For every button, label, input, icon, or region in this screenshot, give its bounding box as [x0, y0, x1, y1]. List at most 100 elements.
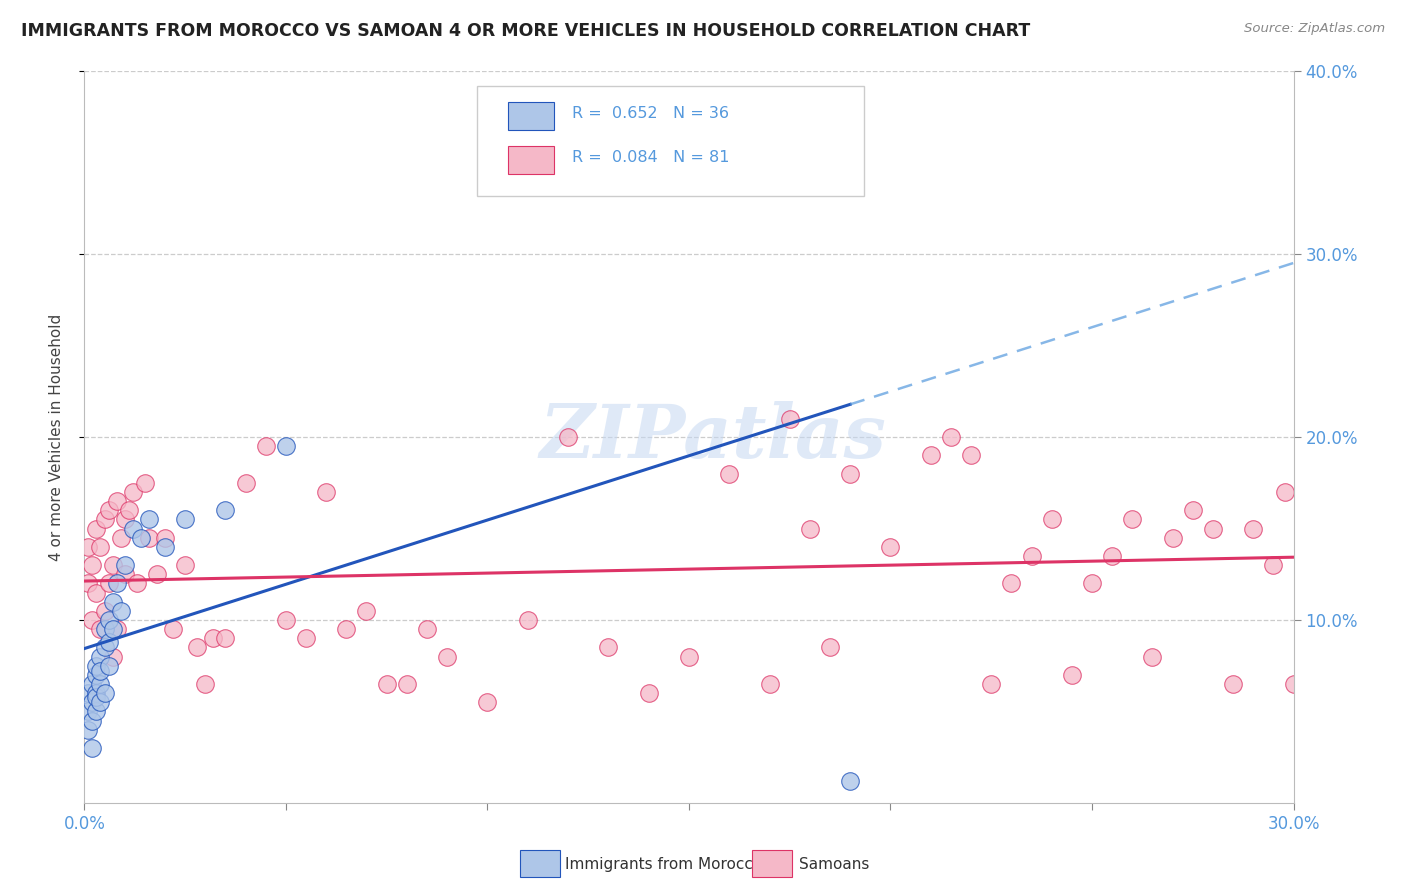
Y-axis label: 4 or more Vehicles in Household: 4 or more Vehicles in Household [49, 313, 63, 561]
Point [82, 740, 104, 755]
Point [1202, 521, 1225, 535]
Point [97, 503, 120, 517]
Point [77, 576, 100, 591]
Point [138, 531, 160, 545]
Point [93, 622, 115, 636]
Point [162, 622, 184, 636]
Point [1161, 531, 1184, 545]
Point [146, 567, 169, 582]
Text: Immigrants from Morocco: Immigrants from Morocco [565, 857, 762, 871]
Text: IMMIGRANTS FROM MOROCCO VS SAMOAN 4 OR MORE VEHICLES IN HOUSEHOLD CORRELATION CH: IMMIGRANTS FROM MOROCCO VS SAMOAN 4 OR M… [21, 22, 1031, 40]
Point [134, 475, 156, 490]
Point [274, 439, 297, 453]
Point [395, 677, 418, 691]
Point [1121, 512, 1143, 526]
Point [718, 101, 741, 115]
Point [758, 677, 780, 691]
Point [174, 512, 197, 526]
Point [105, 494, 128, 508]
Point [82, 613, 104, 627]
Point [1101, 549, 1123, 563]
Point [315, 485, 337, 500]
Point [101, 594, 124, 608]
Point [1263, 558, 1285, 573]
Point [105, 622, 128, 636]
Point [1000, 576, 1022, 591]
Point [82, 695, 104, 709]
Point [89, 677, 111, 691]
Point [86, 585, 108, 599]
Point [1142, 649, 1164, 664]
Bar [508, 102, 554, 130]
Point [118, 503, 141, 517]
Text: Samoans: Samoans [799, 857, 869, 871]
Point [1343, 430, 1365, 444]
Point [295, 632, 318, 646]
Point [105, 576, 128, 591]
Point [1181, 503, 1204, 517]
Point [93, 512, 115, 526]
Point [129, 531, 152, 545]
Point [1362, 531, 1385, 545]
Point [114, 558, 136, 573]
Point [839, 773, 862, 788]
Point [89, 664, 111, 678]
Point [114, 512, 136, 526]
Point [121, 485, 143, 500]
Point [153, 540, 176, 554]
Point [86, 705, 108, 719]
Point [214, 632, 236, 646]
Point [939, 430, 962, 444]
Point [1323, 677, 1346, 691]
Point [779, 412, 801, 426]
Point [89, 622, 111, 636]
Point [110, 604, 132, 618]
Point [77, 540, 100, 554]
Point [375, 677, 398, 691]
Point [82, 714, 104, 728]
Text: R =  0.084   N = 81: R = 0.084 N = 81 [572, 150, 730, 165]
Point [1222, 677, 1244, 691]
Text: ZIPatlas: ZIPatlas [540, 401, 887, 474]
Point [86, 658, 108, 673]
Point [138, 512, 160, 526]
Point [110, 531, 132, 545]
Point [980, 677, 1002, 691]
Point [89, 540, 111, 554]
Point [516, 613, 538, 627]
Point [1040, 512, 1063, 526]
Point [101, 649, 124, 664]
Point [101, 622, 124, 636]
Point [818, 640, 841, 655]
Point [77, 705, 100, 719]
Point [1081, 576, 1104, 591]
Text: Source: ZipAtlas.com: Source: ZipAtlas.com [1244, 22, 1385, 36]
Point [1302, 613, 1324, 627]
Point [799, 521, 821, 535]
Point [93, 686, 115, 700]
Point [93, 604, 115, 618]
Point [274, 613, 297, 627]
Point [97, 613, 120, 627]
Point [598, 640, 620, 655]
Point [186, 640, 208, 655]
Point [356, 604, 378, 618]
Point [125, 576, 148, 591]
Point [89, 649, 111, 664]
Point [86, 686, 108, 700]
Point [1274, 485, 1296, 500]
Point [960, 449, 983, 463]
FancyBboxPatch shape [478, 86, 865, 195]
Point [678, 649, 700, 664]
Text: R =  0.652   N = 36: R = 0.652 N = 36 [572, 106, 728, 121]
Point [254, 439, 277, 453]
Point [93, 640, 115, 655]
Point [557, 430, 579, 444]
Point [1241, 521, 1264, 535]
Point [97, 658, 120, 673]
Point [97, 635, 120, 649]
Point [235, 475, 257, 490]
Point [202, 632, 225, 646]
Point [718, 467, 741, 481]
Point [1282, 677, 1305, 691]
